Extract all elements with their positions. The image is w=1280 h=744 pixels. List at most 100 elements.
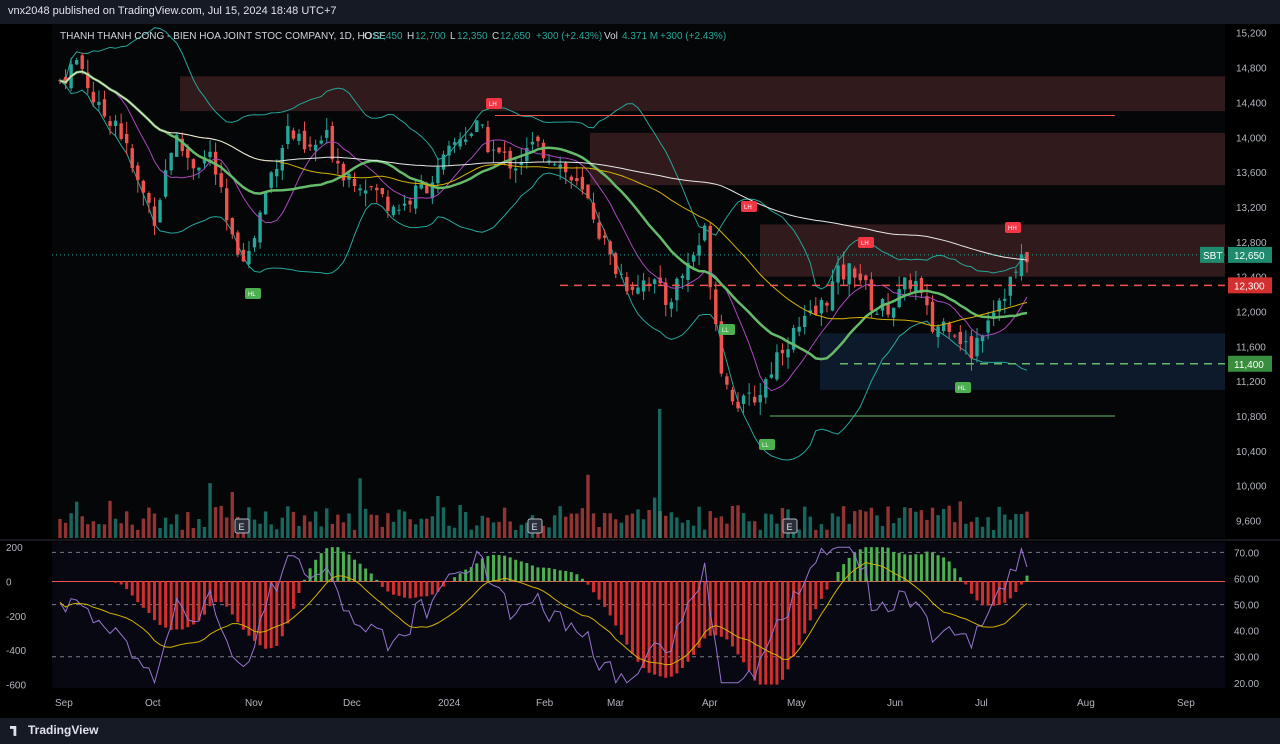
candle[interactable]: [225, 188, 229, 221]
candle[interactable]: [197, 167, 201, 171]
candle[interactable]: [124, 133, 129, 144]
candle[interactable]: [714, 289, 718, 325]
pivot-marker[interactable]: HH: [1005, 222, 1021, 233]
candle[interactable]: [725, 376, 729, 385]
candle[interactable]: [113, 120, 118, 127]
candle[interactable]: [330, 126, 335, 160]
candle[interactable]: [791, 327, 796, 350]
candle[interactable]: [925, 296, 929, 306]
candle[interactable]: [797, 326, 801, 332]
candle[interactable]: [480, 124, 485, 126]
candle[interactable]: [252, 238, 257, 248]
candle[interactable]: [891, 307, 896, 318]
candle[interactable]: [914, 280, 918, 292]
candle[interactable]: [708, 225, 712, 288]
candle[interactable]: [930, 301, 935, 332]
candle[interactable]: [269, 172, 273, 188]
candle[interactable]: [86, 72, 90, 89]
candle[interactable]: [258, 212, 262, 243]
candle[interactable]: [702, 225, 707, 241]
candle[interactable]: [741, 395, 746, 404]
candle[interactable]: [408, 200, 412, 205]
candle[interactable]: [586, 184, 590, 199]
candle[interactable]: [980, 335, 985, 342]
candle[interactable]: [286, 126, 290, 144]
candle[interactable]: [119, 123, 123, 139]
candle[interactable]: [869, 279, 874, 311]
candle[interactable]: [758, 394, 762, 403]
candle[interactable]: [569, 176, 573, 181]
candle[interactable]: [636, 287, 640, 294]
candle[interactable]: [458, 139, 462, 147]
candle[interactable]: [358, 188, 362, 191]
pivot-marker[interactable]: LL: [719, 324, 735, 335]
candle[interactable]: [697, 245, 701, 256]
candle[interactable]: [163, 170, 168, 197]
candle[interactable]: [402, 203, 407, 206]
candle[interactable]: [419, 184, 423, 189]
candle[interactable]: [280, 147, 284, 171]
candle[interactable]: [486, 127, 490, 153]
candle[interactable]: [836, 265, 840, 283]
candle[interactable]: [380, 188, 385, 195]
candle[interactable]: [514, 168, 518, 171]
candle[interactable]: [769, 374, 774, 378]
candle[interactable]: [841, 264, 846, 280]
candle[interactable]: [780, 349, 785, 354]
candle[interactable]: [502, 151, 507, 153]
candle[interactable]: [969, 336, 974, 359]
candle[interactable]: [336, 160, 340, 164]
candle[interactable]: [608, 241, 612, 255]
candle[interactable]: [230, 218, 234, 235]
candle[interactable]: [602, 235, 607, 238]
candle[interactable]: [803, 315, 807, 328]
candle[interactable]: [575, 178, 579, 182]
candle[interactable]: [908, 280, 912, 289]
pivot-marker[interactable]: HL: [245, 288, 261, 299]
candle[interactable]: [953, 335, 957, 337]
candle[interactable]: [958, 331, 963, 345]
candle[interactable]: [80, 55, 84, 70]
candle[interactable]: [108, 121, 112, 126]
candle[interactable]: [675, 278, 679, 301]
candle[interactable]: [919, 278, 924, 293]
candle[interactable]: [263, 192, 268, 215]
candle[interactable]: [375, 187, 379, 191]
candle[interactable]: [530, 141, 535, 145]
candle[interactable]: [1008, 276, 1013, 296]
candle[interactable]: [819, 299, 824, 314]
candle[interactable]: [903, 277, 907, 290]
candle[interactable]: [619, 273, 624, 275]
candle[interactable]: [180, 138, 184, 152]
earnings-marker[interactable]: E: [527, 518, 543, 534]
candle[interactable]: [830, 281, 835, 311]
candle[interactable]: [875, 313, 879, 315]
candle[interactable]: [853, 268, 857, 278]
pivot-marker[interactable]: LH: [741, 201, 757, 212]
candle[interactable]: [241, 249, 246, 262]
candle[interactable]: [302, 130, 307, 150]
candle[interactable]: [436, 166, 440, 184]
candle[interactable]: [652, 279, 657, 284]
candle[interactable]: [275, 168, 279, 177]
candle[interactable]: [730, 389, 735, 402]
candle[interactable]: [947, 323, 951, 332]
candle[interactable]: [719, 321, 724, 374]
candle[interactable]: [491, 149, 496, 151]
candle[interactable]: [1003, 298, 1007, 301]
candle[interactable]: [158, 200, 162, 223]
candle[interactable]: [764, 379, 768, 398]
candle[interactable]: [541, 142, 546, 159]
candle[interactable]: [91, 91, 96, 103]
candle[interactable]: [475, 120, 479, 132]
candle[interactable]: [519, 161, 523, 166]
candle[interactable]: [1014, 271, 1018, 273]
candle[interactable]: [775, 352, 779, 380]
earnings-marker[interactable]: E: [234, 518, 250, 534]
candle[interactable]: [397, 209, 401, 211]
pivot-marker[interactable]: LL: [759, 439, 775, 450]
candle[interactable]: [308, 144, 312, 147]
candle[interactable]: [808, 310, 812, 313]
candle[interactable]: [74, 60, 79, 65]
